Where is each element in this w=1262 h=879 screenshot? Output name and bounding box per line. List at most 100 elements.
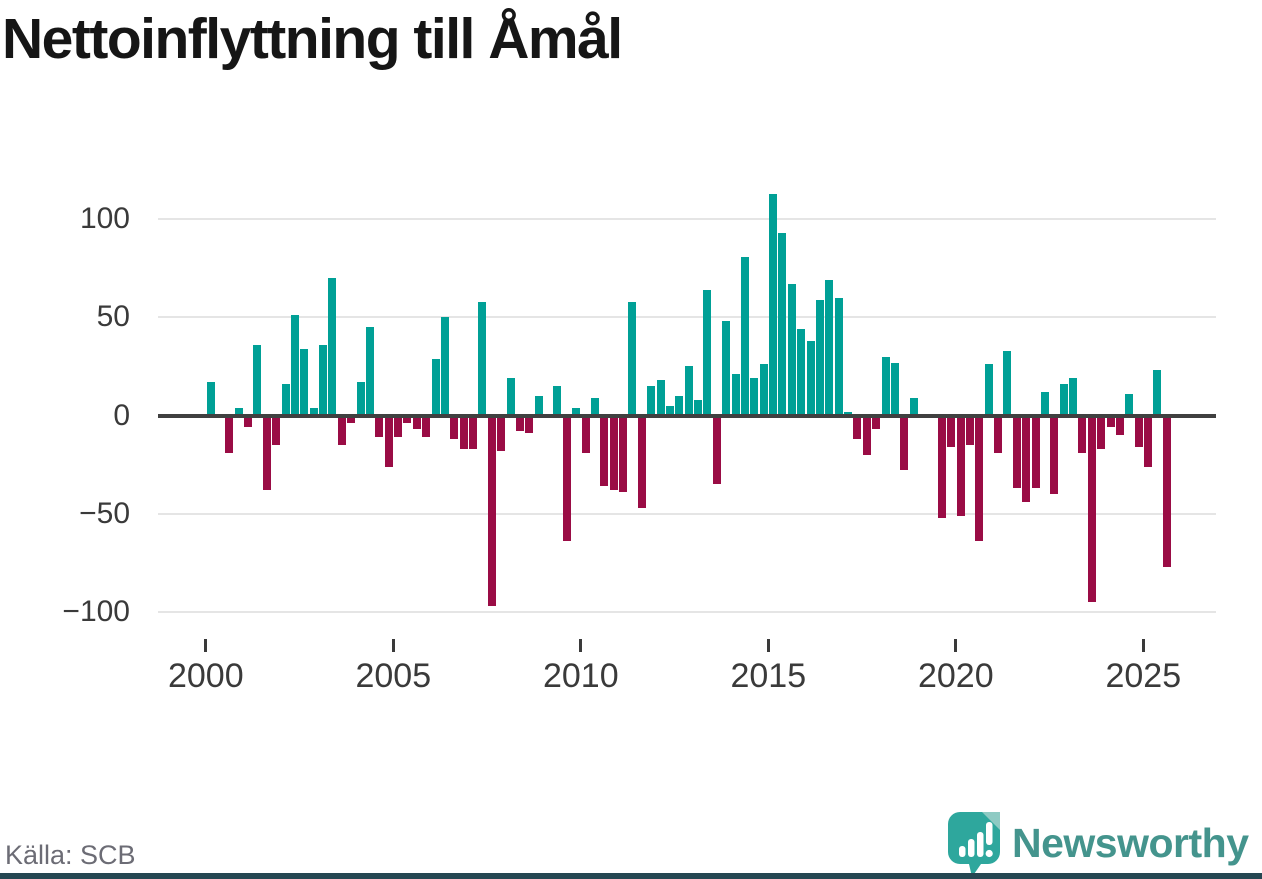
bar-2007-q2 (478, 301, 487, 416)
zero-baseline (158, 413, 1216, 418)
bar-2010-q4 (609, 415, 618, 491)
x-axis-label: 2010 (542, 657, 619, 695)
bar-2000-q1 (206, 382, 215, 416)
bar-2011-q2 (628, 301, 637, 416)
x-axis-tick-2010 (579, 639, 583, 652)
y-axis-label: 50 (96, 300, 130, 334)
bar-2011-q1 (619, 415, 627, 493)
bar-2008-q4 (534, 395, 543, 416)
y-axis-label: −100 (62, 594, 130, 628)
bar-2011-q4 (647, 386, 656, 416)
bar-2009-q2 (553, 386, 562, 416)
x-axis-tick-2025 (1141, 639, 1145, 652)
gridline--50 (158, 512, 1216, 515)
bar-2022-q2 (1040, 391, 1049, 416)
bar-2013-q1 (694, 399, 702, 416)
bar-2024-q1 (1106, 415, 1115, 428)
x-axis-label: 2020 (917, 657, 994, 695)
gridline-50 (158, 316, 1216, 319)
bar-2012-q4 (684, 366, 693, 416)
bar-2008-q3 (525, 415, 534, 434)
bar-2003-q2 (328, 278, 337, 416)
bar-2012-q1 (656, 380, 665, 416)
bar-2001-q4 (272, 415, 281, 445)
bar-2006-q1 (431, 358, 440, 416)
bar-2018-q4 (909, 397, 918, 416)
bar-2017-q4 (872, 415, 881, 430)
bar-2019-q4 (947, 415, 956, 447)
bar-2022-q4 (1059, 384, 1068, 416)
bar-2002-q4 (309, 407, 318, 416)
bar-2015-q4 (797, 329, 806, 416)
bar-2016-q3 (825, 280, 834, 416)
bar-2001-q3 (262, 415, 271, 491)
newsworthy-logo: Newsworthy (946, 810, 1258, 877)
bar-2002-q1 (281, 384, 290, 416)
bar-2002-q2 (290, 315, 299, 416)
bar-2007-q3 (487, 415, 496, 606)
y-axis-label: −50 (79, 496, 130, 530)
bar-2013-q4 (722, 321, 731, 416)
x-axis-label: 2000 (167, 657, 244, 695)
bar-2003-q3 (337, 415, 346, 445)
bar-2014-q2 (740, 256, 749, 416)
x-axis-tick-2005 (391, 639, 395, 652)
bar-2006-q3 (450, 415, 459, 440)
bar-2024-q4 (1134, 415, 1143, 447)
bar-2017-q3 (862, 415, 871, 455)
bar-2012-q2 (665, 405, 674, 416)
bar-2006-q4 (459, 415, 468, 449)
bar-2005-q2 (403, 415, 412, 424)
bar-2011-q3 (637, 415, 646, 508)
bar-2023-q3 (1087, 415, 1096, 602)
x-axis-label: 2005 (355, 657, 432, 695)
bar-2025-q3 (1162, 415, 1171, 567)
bar-2024-q3 (1125, 393, 1134, 416)
newsworthy-wordmark: Newsworthy (1012, 820, 1249, 866)
bar-chart-speech-bubble-icon (948, 812, 1000, 877)
bar-2021-q1 (994, 415, 1002, 453)
bar-2004-q3 (375, 415, 384, 438)
bar-2015-q2 (778, 233, 787, 416)
bar-2013-q2 (703, 289, 712, 416)
bar-2002-q3 (300, 348, 309, 416)
y-axis-label: 0 (113, 398, 130, 432)
x-axis-tick-2020 (954, 639, 958, 652)
bar-2013-q3 (712, 415, 721, 485)
bar-2001-q2 (253, 344, 262, 416)
bar-2018-q1 (881, 356, 890, 416)
bar-2008-q2 (515, 415, 524, 432)
bar-2003-q1 (319, 344, 327, 416)
x-axis-label: 2025 (1105, 657, 1182, 695)
bar-2015-q1 (769, 193, 777, 416)
bar-2010-q2 (590, 397, 599, 416)
bar-2022-q3 (1050, 415, 1059, 494)
bar-2016-q1 (806, 340, 815, 416)
bar-2014-q1 (731, 374, 740, 416)
bar-2021-q4 (1022, 415, 1031, 502)
bar-2005-q4 (422, 415, 431, 438)
bar-2004-q4 (384, 415, 393, 467)
bar-2000-q3 (225, 415, 234, 453)
bar-2005-q3 (412, 415, 421, 430)
bar-2005-q1 (394, 415, 402, 438)
bar-2014-q4 (759, 364, 768, 416)
bar-2016-q4 (834, 297, 843, 416)
bar-2006-q2 (440, 317, 449, 416)
bar-2018-q3 (900, 415, 909, 471)
bar-2001-q1 (244, 415, 252, 428)
gridline--100 (158, 610, 1216, 613)
bar-2025-q2 (1153, 370, 1162, 416)
bar-2008-q1 (506, 378, 515, 416)
bar-2014-q3 (750, 378, 759, 416)
bar-2023-q4 (1097, 415, 1106, 449)
bar-2020-q1 (956, 415, 965, 516)
bar-2021-q2 (1003, 350, 1012, 416)
page-title: Nettoinflyttning till Åmål (2, 7, 623, 71)
bar-2003-q4 (347, 415, 356, 424)
bar-2020-q3 (975, 415, 984, 542)
bar-2025-q1 (1144, 415, 1152, 467)
bar-2007-q4 (497, 415, 506, 451)
bar-2023-q1 (1069, 378, 1077, 416)
